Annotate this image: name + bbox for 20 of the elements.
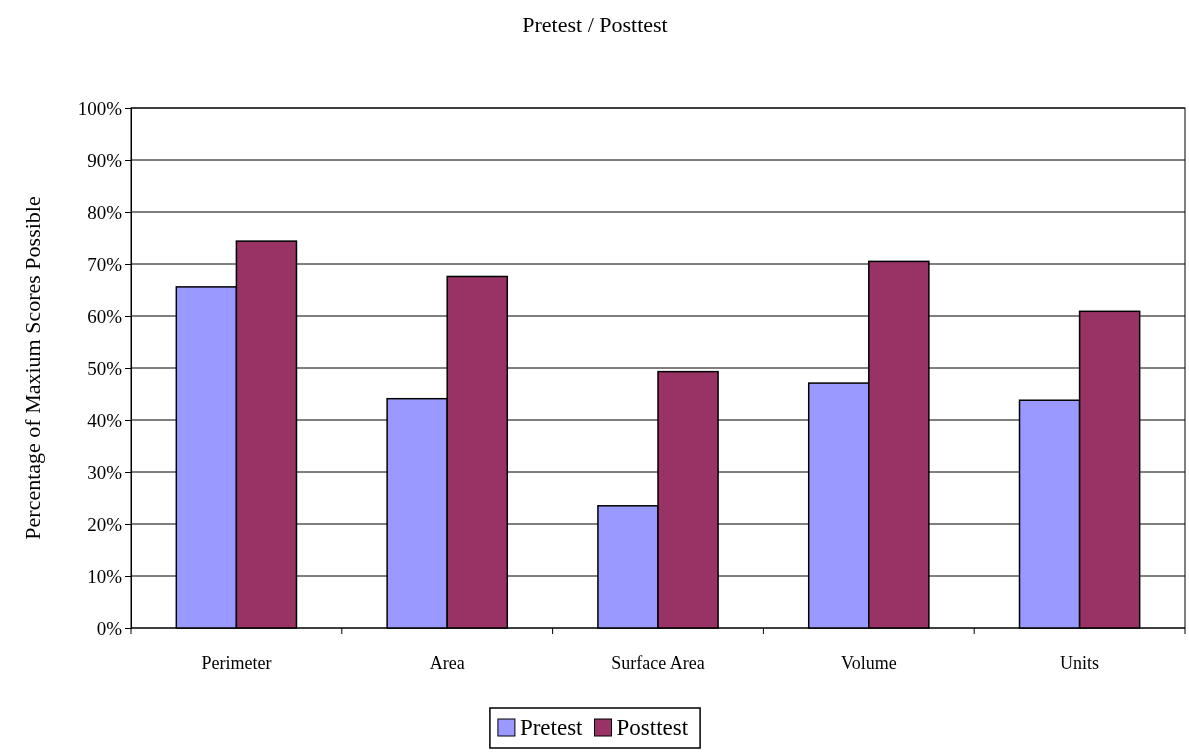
y-tick-label: 90% <box>87 149 123 171</box>
x-tick-label: Area <box>429 652 465 673</box>
y-tick-label: 0% <box>96 617 123 639</box>
y-tick-label: 100% <box>77 97 123 119</box>
legend-label: Pretest <box>519 715 584 740</box>
y-tick-label: 40% <box>87 409 123 431</box>
y-tick-label: 10% <box>87 565 123 587</box>
y-tick-label: 30% <box>87 461 123 483</box>
x-tick-label: Perimeter <box>201 652 272 673</box>
x-tick-label: Units <box>1060 652 1100 673</box>
y-tick-label: 60% <box>87 305 123 327</box>
y-tick-label: 50% <box>87 357 123 379</box>
y-axis-title: Percentage of Maxium Scores Possible <box>20 196 45 540</box>
y-tick-label: 80% <box>87 201 123 223</box>
legend-label: Posttest <box>616 715 689 740</box>
y-tick-label: 20% <box>87 513 123 535</box>
y-tick-label: 70% <box>87 253 123 275</box>
x-tick-label: Volume <box>840 652 897 673</box>
x-tick-label: Surface Area <box>611 652 705 673</box>
chart-title: Pretest / Posttest <box>522 12 668 37</box>
